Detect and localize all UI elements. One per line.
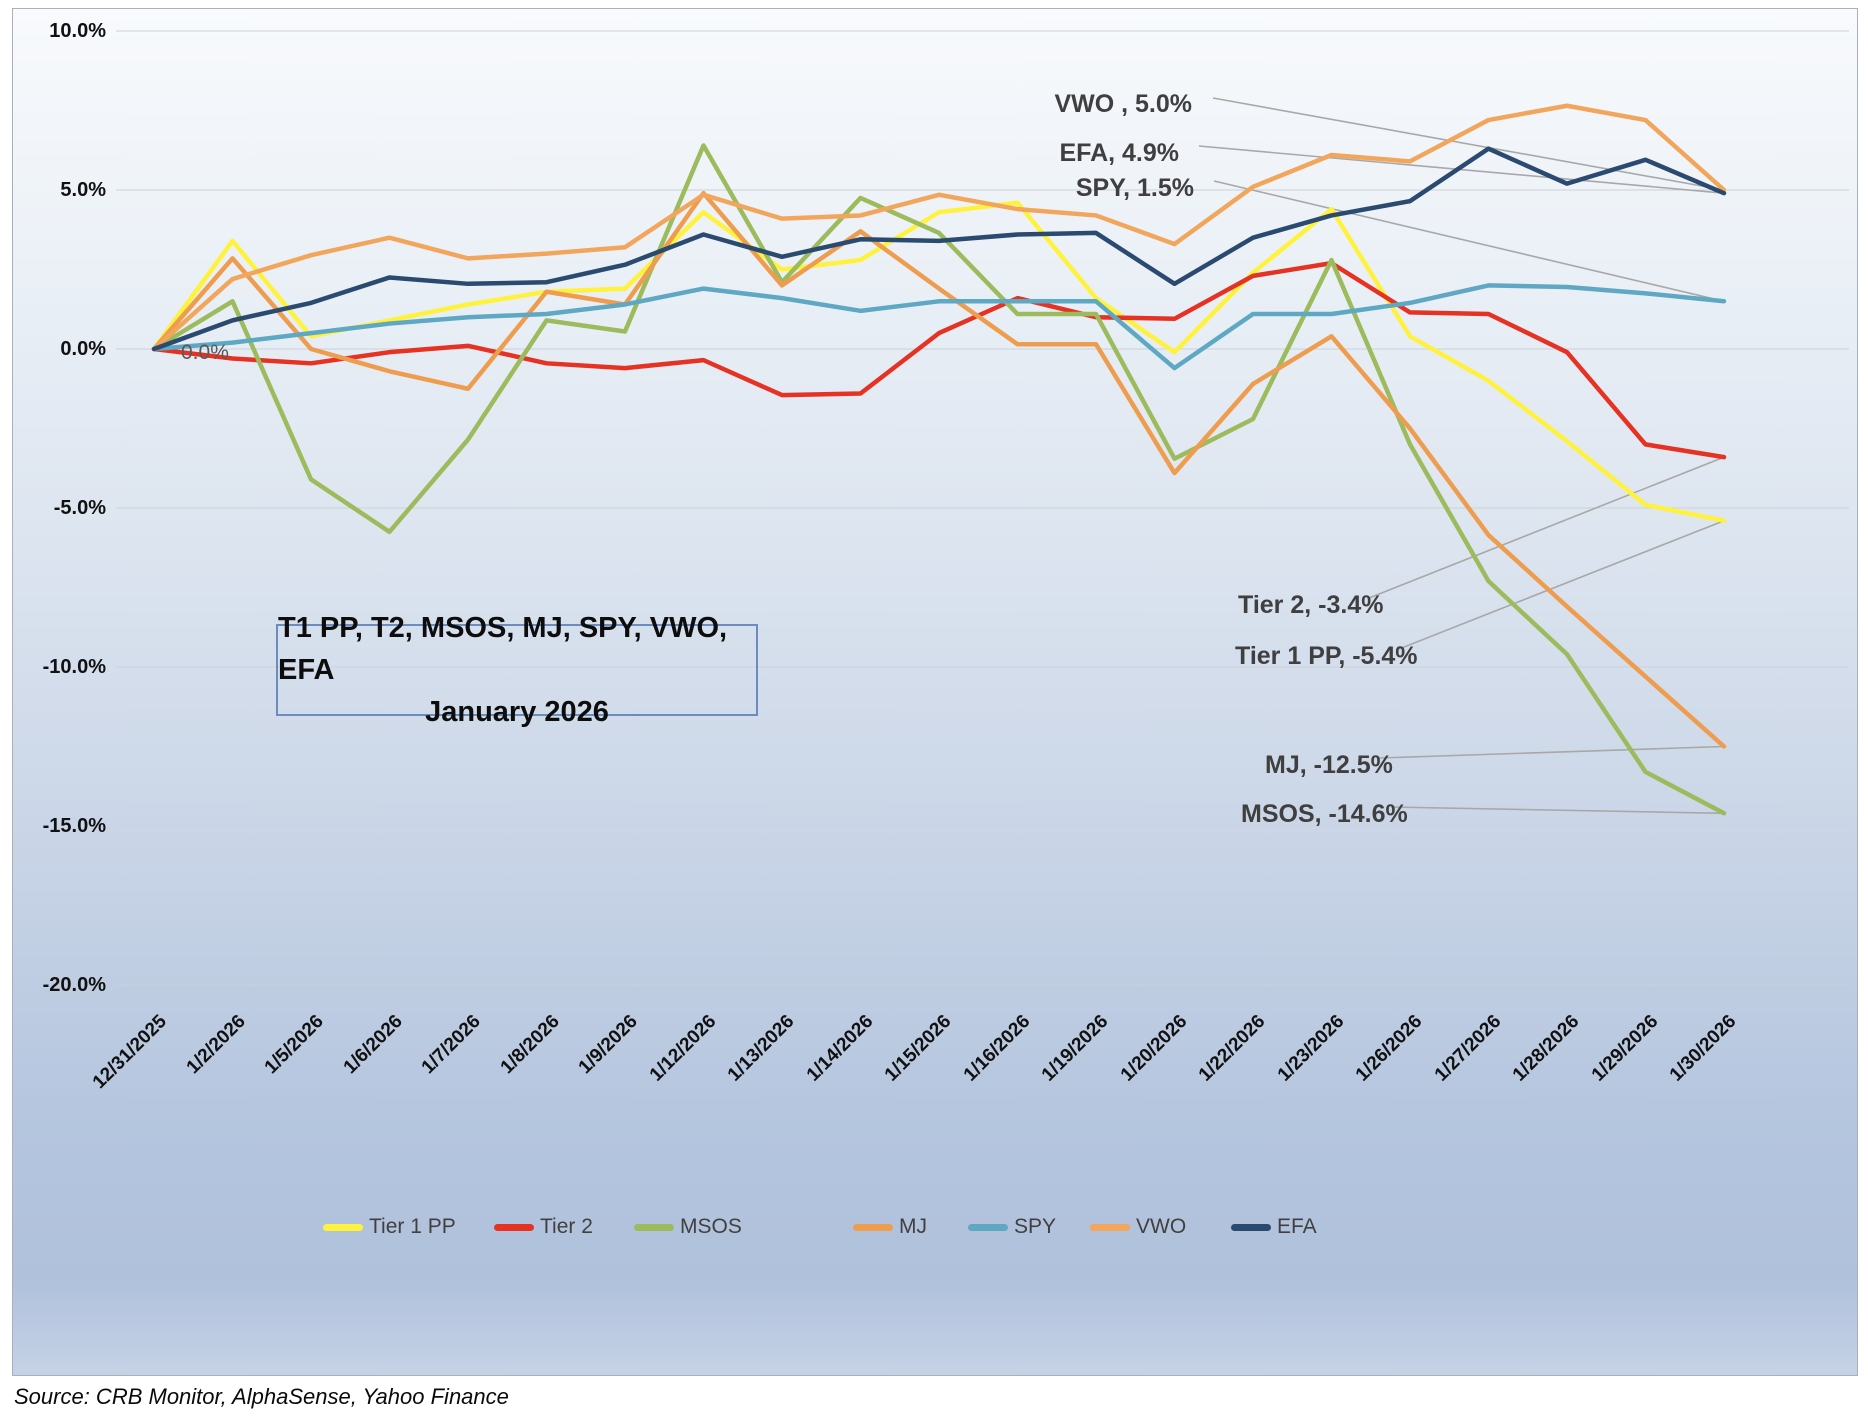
legend-swatch-efa	[1231, 1223, 1271, 1231]
chart-legend: Tier 1 PP Tier 2 MSOS MJ SPY VWO EFA	[13, 1213, 1857, 1243]
y-axis-label: 10.0%	[49, 20, 106, 42]
legend-item-tier-2: Tier 2	[494, 1213, 593, 1241]
legend-item-vwo: VWO	[1090, 1213, 1186, 1241]
y-axis-label: -15.0%	[42, 815, 106, 837]
legend-label: EFA	[1277, 1215, 1317, 1238]
y-axis-label: -10.0%	[42, 656, 106, 678]
legend-label: Tier 2	[540, 1215, 593, 1238]
series-line-vwo	[151, 103, 1727, 352]
series-line-tier-2	[151, 260, 1727, 460]
annotation-spy: SPY, 1.5%	[1075, 174, 1194, 202]
legend-label: SPY	[1014, 1215, 1057, 1238]
annotation-tier2: Tier 2, -3.4%	[1238, 591, 1384, 619]
y-axis-label: 5.0%	[60, 179, 106, 201]
y-axis-label: -5.0%	[53, 497, 106, 519]
annotation-efa: EFA, 4.9%	[1059, 139, 1180, 167]
series-line-spy	[151, 283, 1727, 371]
leader-line	[1368, 456, 1725, 599]
legend-swatch-mj	[853, 1223, 893, 1231]
legend-swatch-msos	[634, 1223, 674, 1231]
leader-line	[1398, 519, 1725, 650]
chart-subtitle: January 2026	[425, 696, 609, 729]
legend-item-msos: MSOS	[634, 1213, 742, 1241]
line-chart-plot	[116, 30, 1849, 986]
annotation-msos: MSOS, -14.6%	[1241, 800, 1408, 828]
series-line-efa	[151, 146, 1727, 352]
data-label-start: 0.0%	[181, 341, 229, 364]
legend-swatch-tier-1-pp	[323, 1223, 363, 1231]
legend-swatch-spy	[968, 1223, 1008, 1231]
leader-line	[1390, 806, 1725, 815]
legend-item-mj: MJ	[853, 1213, 927, 1241]
legend-label: MSOS	[680, 1215, 742, 1238]
leader-line	[1213, 180, 1725, 303]
leader-line	[1378, 745, 1725, 759]
chart-title: T1 PP, T2, MSOS, MJ, SPY, VWO, EFA	[278, 611, 728, 686]
annotation-mj: MJ, -12.5%	[1265, 751, 1393, 779]
chart-background: 10.0% 5.0% 0.0% -5.0% -10.0% -15.0% -20.0% 12/…	[12, 8, 1858, 1376]
legend-label: Tier 1 PP	[369, 1215, 456, 1238]
chart-title-box: T1 PP, T2, MSOS, MJ, SPY, VWO, EFA Janua…	[276, 612, 758, 728]
y-axis-label: -20.0%	[42, 974, 106, 996]
series-line-msos	[151, 143, 1727, 816]
source-citation: Source: CRB Monitor, AlphaSense, Yahoo F…	[14, 1384, 509, 1409]
annotation-tier1pp: Tier 1 PP, -5.4%	[1235, 642, 1418, 670]
legend-item-efa: EFA	[1231, 1213, 1317, 1241]
legend-swatch-tier-2	[494, 1223, 534, 1231]
legend-label: MJ	[899, 1215, 927, 1238]
legend-swatch-vwo	[1090, 1223, 1130, 1231]
y-axis-label: 0.0%	[60, 338, 106, 360]
legend-label: VWO	[1136, 1215, 1187, 1238]
leader-line	[1198, 145, 1725, 194]
leader-line	[1212, 97, 1725, 191]
annotation-vwo: VWO , 5.0%	[1054, 90, 1192, 118]
legend-item-tier-1-pp: Tier 1 PP	[323, 1213, 456, 1241]
legend-item-spy: SPY	[968, 1213, 1056, 1241]
series-line-mj	[151, 190, 1727, 749]
series-line-tier-1-pp	[151, 200, 1727, 523]
